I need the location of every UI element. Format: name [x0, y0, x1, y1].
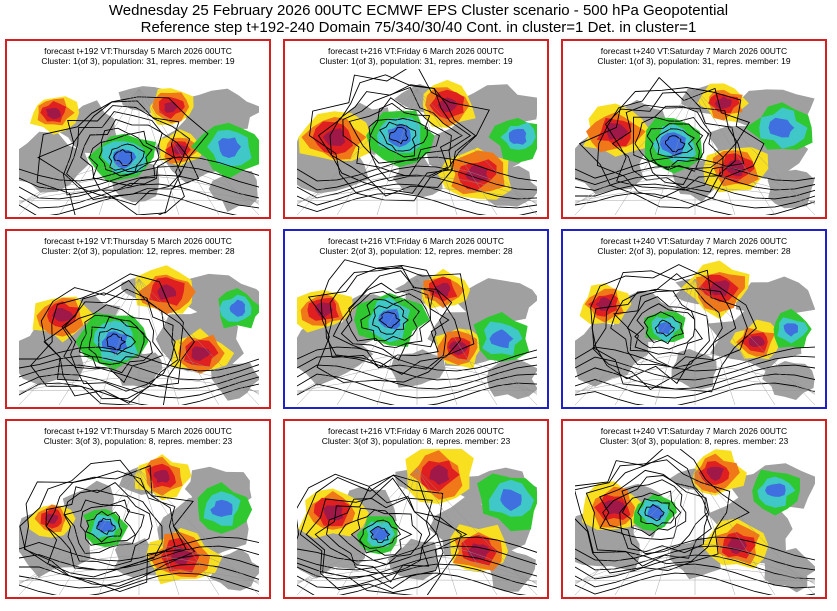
page-title: Wednesday 25 February 2026 00UTC ECMWF E…: [108, 2, 729, 19]
panel-cluster-subtitle: Cluster: 3(of 3), population: 8, repres.…: [321, 436, 511, 446]
cluster-panel: forecast t+192 VT:Thursday 5 March 2026 …: [5, 419, 271, 599]
panel-forecast-title: forecast t+216 VT:Friday 6 March 2026 00…: [328, 426, 504, 436]
geopotential-map: [297, 449, 537, 595]
geopotential-map-graphic: [19, 259, 259, 405]
geopotential-map-graphic: [575, 259, 815, 405]
panel-cluster-subtitle: Cluster: 2(of 3), population: 12, repres…: [597, 246, 791, 256]
geopotential-map-graphic: [19, 69, 259, 215]
geopotential-map: [19, 449, 259, 595]
cluster-panel: forecast t+192 VT:Thursday 5 March 2026 …: [5, 229, 271, 409]
geopotential-map-graphic: [297, 449, 537, 595]
panel-cluster-subtitle: Cluster: 2(of 3), population: 12, repres…: [319, 246, 513, 256]
positive-anomalies: [298, 449, 508, 572]
graticule: [19, 278, 259, 405]
graticule: [575, 88, 815, 215]
geopotential-map: [575, 259, 815, 405]
panel-forecast-title: forecast t+240 VT:Saturday 7 March 2026 …: [600, 236, 788, 246]
panel-forecast-title: forecast t+192 VT:Thursday 5 March 2026 …: [44, 236, 232, 246]
panel-forecast-title: forecast t+216 VT:Friday 6 March 2026 00…: [328, 236, 504, 246]
panel-cluster-subtitle: Cluster: 1(of 3), population: 31, repres…: [597, 56, 791, 66]
panel-forecast-title: forecast t+192 VT:Thursday 5 March 2026 …: [44, 426, 232, 436]
panel-forecast-title: forecast t+192 VT:Thursday 5 March 2026 …: [44, 46, 232, 56]
cluster-panel: forecast t+216 VT:Friday 6 March 2026 00…: [283, 419, 549, 599]
panel-cluster-subtitle: Cluster: 3(of 3), population: 8, repres.…: [43, 436, 233, 446]
graticule: [19, 468, 259, 595]
geopotential-contours: [575, 449, 815, 595]
geopotential-map: [297, 259, 537, 405]
positive-anomalies: [28, 454, 223, 585]
panel-forecast-title: forecast t+216 VT:Friday 6 March 2026 00…: [328, 46, 504, 56]
geopotential-map: [297, 69, 537, 215]
negative-anomalies: [356, 473, 537, 555]
graticule: [575, 278, 815, 405]
graticule: [297, 278, 537, 405]
geopotential-map: [575, 449, 815, 595]
positive-anomalies: [297, 268, 482, 369]
cluster-panel: forecast t+240 VT:Saturday 7 March 2026 …: [561, 419, 827, 599]
graticule: [297, 468, 537, 595]
graticule: [19, 88, 259, 215]
panel-forecast-title: forecast t+240 VT:Saturday 7 March 2026 …: [600, 46, 788, 56]
geopotential-contours: [297, 69, 537, 215]
negative-anomalies: [633, 469, 800, 532]
geopotential-map-graphic: [297, 259, 537, 405]
geopotential-map-graphic: [19, 449, 259, 595]
positive-anomalies: [583, 83, 769, 193]
panel-cluster-subtitle: Cluster: 1(of 3), population: 31, repres…: [319, 56, 513, 66]
panel-cluster-subtitle: Cluster: 3(of 3), population: 8, repres.…: [599, 436, 789, 446]
geopotential-map-graphic: [575, 449, 815, 595]
cluster-panel: forecast t+192 VT:Thursday 5 March 2026 …: [5, 39, 271, 219]
panel-cluster-subtitle: Cluster: 1(of 3), population: 31, repres…: [41, 56, 235, 66]
positive-anomalies: [29, 88, 206, 167]
cluster-panel: forecast t+216 VT:Friday 6 March 2026 00…: [283, 39, 549, 219]
geopotential-map-graphic: [575, 69, 815, 215]
geopotential-map: [19, 259, 259, 405]
geopotential-map: [575, 69, 815, 215]
cluster-panel: forecast t+240 VT:Saturday 7 March 2026 …: [561, 39, 827, 219]
cluster-panel: forecast t+216 VT:Friday 6 March 2026 00…: [283, 229, 549, 409]
geopotential-map: [19, 69, 259, 215]
negative-anomalies: [366, 110, 537, 168]
panel-cluster-subtitle: Cluster: 2(of 3), population: 12, repres…: [41, 246, 235, 256]
graticule: [297, 88, 537, 215]
positive-anomalies: [579, 260, 781, 360]
geopotential-map-graphic: [297, 69, 537, 215]
cluster-panel: forecast t+240 VT:Saturday 7 March 2026 …: [561, 229, 827, 409]
page-subtitle: Reference step t+192-240 Domain 75/340/3…: [140, 19, 697, 36]
graticule: [575, 468, 815, 595]
panel-forecast-title: forecast t+240 VT:Saturday 7 March 2026 …: [600, 426, 788, 436]
